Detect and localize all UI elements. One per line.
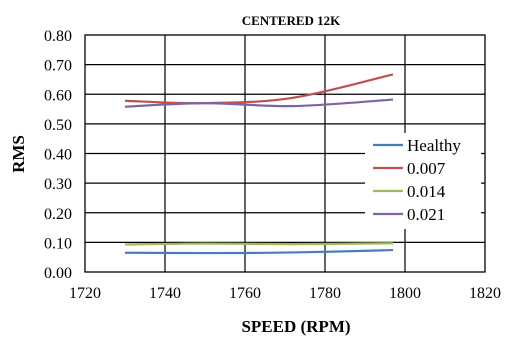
y-tick-label: 0.60 xyxy=(44,87,72,104)
y-tick-label: 0.80 xyxy=(44,28,72,45)
y-tick-label: 0.10 xyxy=(44,235,72,252)
plot-area-border xyxy=(84,34,486,273)
y-tick-label: 0.70 xyxy=(44,58,72,75)
x-tick-label: 1740 xyxy=(149,285,181,302)
x-tick-label: 1780 xyxy=(309,285,341,302)
y-tick-label: 0.00 xyxy=(44,265,72,282)
series-line-0-021 xyxy=(124,98,394,108)
x-tick-label: 1800 xyxy=(389,285,421,302)
legend: Healthy 0.007 0.014 0.021 xyxy=(365,133,481,229)
x-axis-title: SPEED (RPM) xyxy=(241,317,350,336)
y-axis-title: RMS xyxy=(9,135,28,173)
series-line-0-014 xyxy=(124,242,394,246)
legend-label-0-014: 0.014 xyxy=(407,182,446,201)
x-tick-label: 1720 xyxy=(69,285,101,302)
chart-title: CENTERED 12K xyxy=(242,13,341,28)
tick-labels: 1720 1740 1760 1780 1800 1820 0.00 0.10 0.20 0.30… xyxy=(44,28,501,302)
series-line-0-007 xyxy=(124,73,394,105)
y-tick-label: 0.50 xyxy=(44,117,72,134)
y-tick-label: 0.20 xyxy=(44,206,72,223)
y-tick-label: 0.40 xyxy=(44,147,72,164)
series-lines xyxy=(124,73,394,255)
series-line-healthy xyxy=(124,248,394,255)
x-tick-label: 1820 xyxy=(469,285,501,302)
y-tick-label: 0.30 xyxy=(44,176,72,193)
legend-label-healthy: Healthy xyxy=(407,136,461,155)
x-tick-label: 1760 xyxy=(229,285,261,302)
legend-label-0-007: 0.007 xyxy=(407,159,446,178)
legend-label-0-021: 0.021 xyxy=(407,205,445,224)
